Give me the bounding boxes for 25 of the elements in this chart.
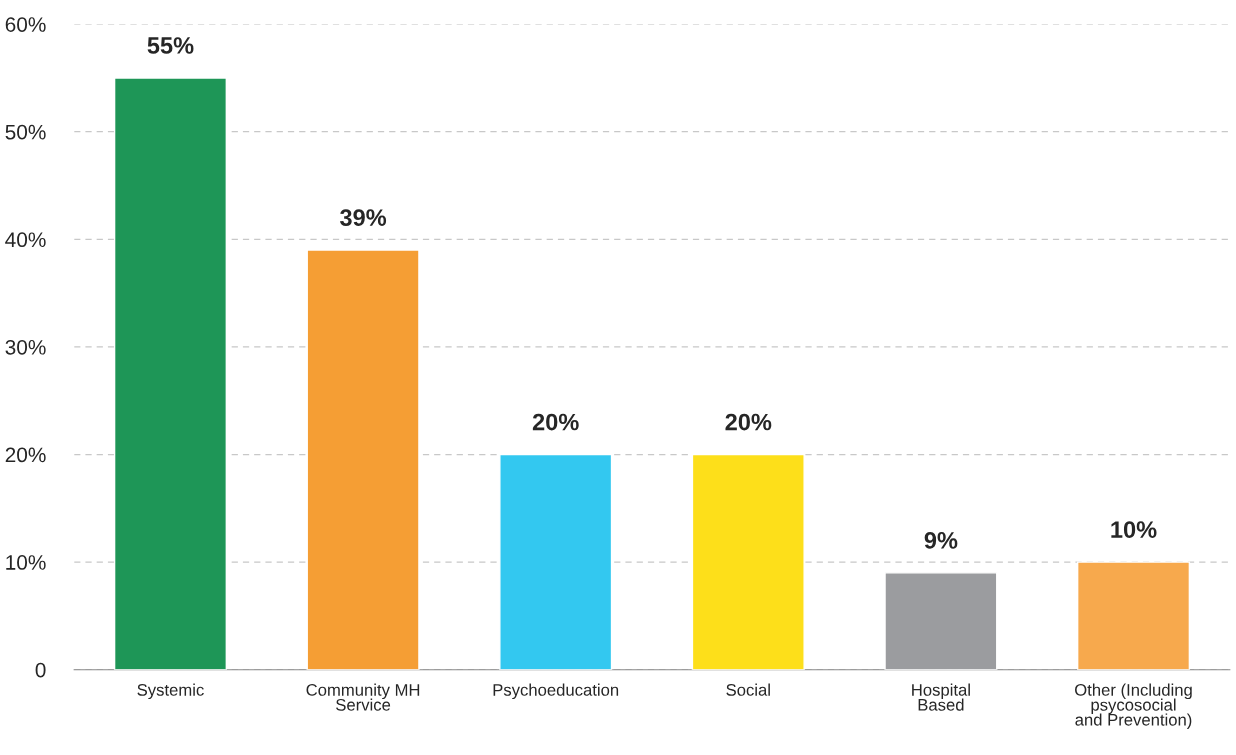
data-label: 10% (1111, 521, 1157, 538)
data-label: 20% (532, 413, 579, 431)
y-tick-label: 40% (5, 232, 46, 248)
y-tick-label: 50% (5, 124, 46, 140)
y-tick-label: 10% (6, 555, 46, 570)
y-tick-label: 60% (5, 17, 46, 32)
x-tick-label: Systemic (137, 683, 204, 700)
x-tick-label: Community MH Service (306, 683, 420, 711)
bar (1076, 561, 1191, 670)
bar (884, 572, 998, 670)
data-label: 39% (339, 209, 387, 227)
data-label: 55% (147, 37, 194, 54)
data-label: 9% (924, 532, 958, 549)
y-tick-label: 20% (5, 447, 46, 463)
x-tick-label: Social (726, 683, 770, 696)
bar (306, 249, 420, 670)
x-tick-label: Hospital Based (912, 683, 970, 711)
data-label: 20% (725, 413, 772, 431)
bar (691, 453, 805, 670)
bar (113, 77, 228, 670)
y-tick-label: 0 (35, 662, 46, 678)
bar (499, 453, 613, 670)
x-tick-label: Psychoeducation (493, 683, 619, 700)
y-tick-label: 30% (5, 339, 46, 355)
x-tick-label: Other (Including psycosocial and Prevention) (1075, 683, 1192, 729)
